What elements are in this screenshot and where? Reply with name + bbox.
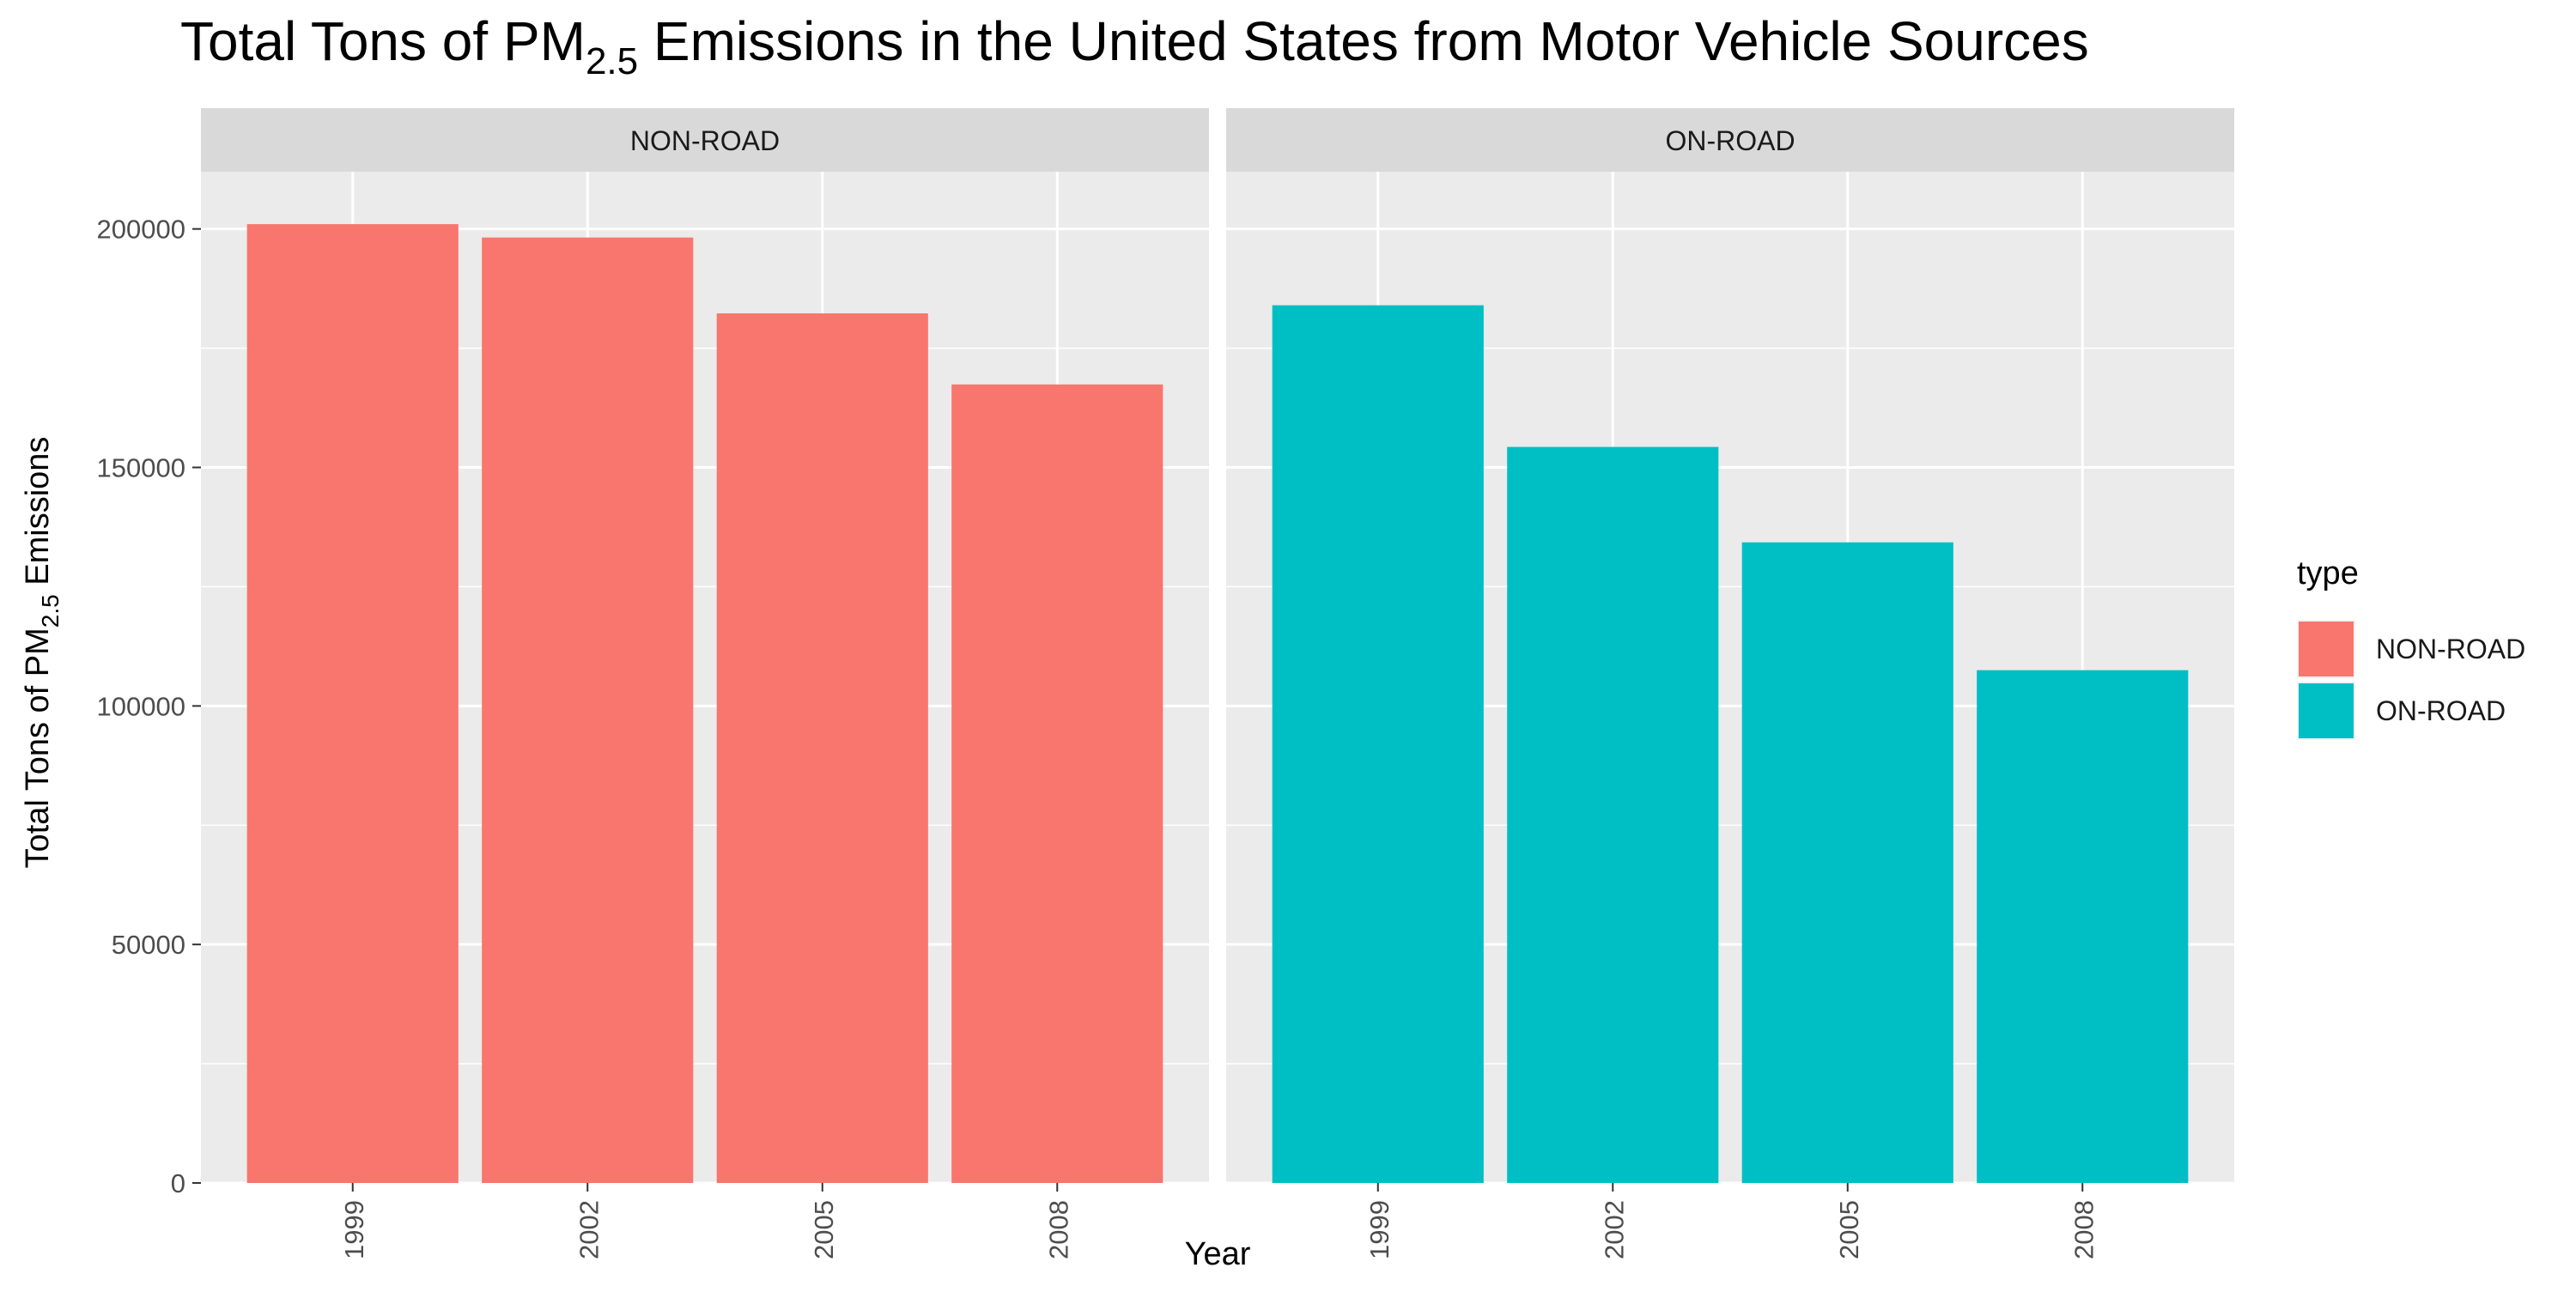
x-axis-label: Year bbox=[1185, 1236, 1251, 1272]
y-tick-label: 50000 bbox=[112, 930, 185, 960]
legend: type NON-ROAD ON-ROAD bbox=[2297, 555, 2525, 740]
plot-layer: NON-ROAD 1999 2002 2005 2008 ON-ROAD 1999 2002 2… bbox=[97, 108, 2234, 1259]
y-tick-label: 150000 bbox=[97, 453, 185, 483]
facet-strip-background bbox=[201, 108, 1209, 172]
legend-key-swatch bbox=[2299, 683, 2354, 738]
facet-strip-label: ON-ROAD bbox=[1665, 125, 1795, 156]
y-axis-label-subscript: 2.5 bbox=[37, 594, 64, 628]
legend-key-swatch bbox=[2299, 622, 2354, 676]
bar-non-road-2005 bbox=[716, 313, 928, 1183]
chart-title-subscript: 2.5 bbox=[586, 40, 638, 82]
facet-strip-background bbox=[1226, 108, 2234, 172]
x-tick-label: 2008 bbox=[2069, 1200, 2099, 1259]
y-tick-label: 200000 bbox=[97, 215, 185, 245]
bar-on-road-2008 bbox=[1977, 670, 2189, 1183]
y-axis-label: Total Tons of PM2.5 Emissions bbox=[20, 437, 64, 869]
chart-title-rest: Emissions in the United States from Moto… bbox=[638, 10, 2089, 72]
bar-non-road-2002 bbox=[482, 237, 694, 1183]
bar-on-road-1999 bbox=[1272, 305, 1484, 1183]
y-tick-label: 100000 bbox=[97, 691, 185, 721]
legend-item-label: NON-ROAD bbox=[2376, 634, 2525, 664]
facet-strip-label: NON-ROAD bbox=[630, 125, 780, 156]
x-tick-label: 2005 bbox=[809, 1200, 839, 1259]
x-tick-label: 1999 bbox=[339, 1200, 369, 1259]
bar-on-road-2002 bbox=[1507, 446, 1719, 1183]
x-tick-label: 2002 bbox=[574, 1200, 604, 1259]
x-tick-label: 2008 bbox=[1043, 1200, 1073, 1259]
y-axis-label-main: Total Tons of PM bbox=[20, 628, 56, 868]
y-tick-label: 0 bbox=[171, 1168, 185, 1198]
legend-item-label: ON-ROAD bbox=[2376, 695, 2506, 726]
bar-non-road-1999 bbox=[246, 224, 459, 1183]
bar-on-road-2005 bbox=[1741, 542, 1953, 1183]
chart-title: Total Tons of PM2.5 Emissions in the Uni… bbox=[180, 10, 2089, 82]
x-tick-label: 2002 bbox=[1599, 1200, 1629, 1259]
bar-non-road-2008 bbox=[951, 384, 1163, 1183]
chart-title-main: Total Tons of PM bbox=[180, 10, 586, 72]
x-tick-label: 2005 bbox=[1834, 1200, 1864, 1259]
x-tick-label: 1999 bbox=[1364, 1200, 1394, 1259]
legend-title: type bbox=[2297, 555, 2359, 591]
y-axis-label-rest: Emissions bbox=[20, 437, 56, 595]
